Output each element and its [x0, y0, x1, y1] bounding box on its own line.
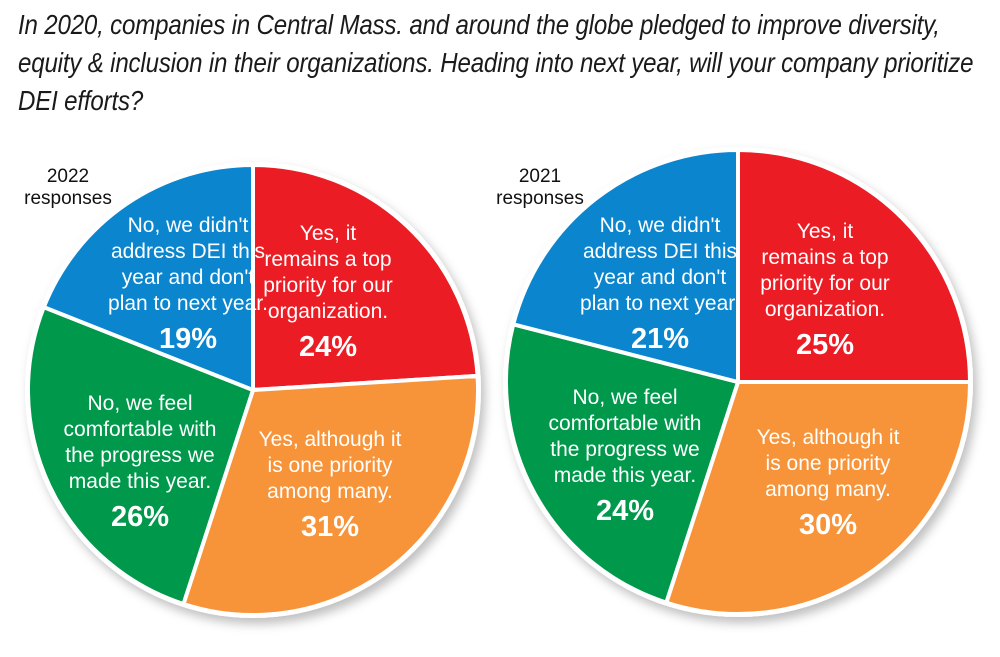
slice-label: No, we feel comfortable with the progress …	[549, 386, 702, 487]
slice-value-label: 30%	[799, 509, 857, 541]
slice-value-label: 24%	[596, 495, 654, 527]
pie-title: 2022 responses	[24, 166, 112, 209]
pie-slice	[736, 148, 972, 384]
slice-value-label: 26%	[111, 501, 169, 533]
slice-label: Yes, it remains a top priority for our orga…	[263, 222, 393, 323]
slice-label: No, we didn't address DEI this year and do…	[108, 214, 268, 315]
slice-value-label: 19%	[159, 323, 217, 355]
pie-slice	[504, 322, 740, 605]
slice-label: No, we didn't address DEI this year and do…	[580, 214, 740, 315]
pie-slice	[26, 305, 255, 606]
slice-label: Yes, it remains a top priority for our orga…	[760, 220, 890, 321]
pie-title: 2021 responses	[496, 166, 584, 209]
pie-chart-1: Yes, it remains a top priority for our orga…	[496, 147, 973, 617]
slice-value-label: 21%	[631, 323, 689, 355]
slice-value-label: 24%	[299, 331, 357, 363]
slice-label: No, we feel comfortable with the progress …	[64, 392, 217, 493]
pie-slice	[181, 373, 480, 617]
slice-label: Yes, although it is one priority among man…	[757, 426, 900, 501]
chart-title: In 2020, companies in Central Mass. and …	[18, 9, 974, 116]
pie-slice	[511, 148, 740, 384]
pie-slice	[664, 380, 972, 616]
slice-label: Yes, although it is one priority among man…	[259, 428, 402, 503]
pie-slice	[41, 163, 255, 392]
pie-chart-0: Yes, it remains a top priority for our orga…	[24, 162, 481, 618]
pie-slice	[251, 163, 480, 392]
slice-value-label: 25%	[796, 329, 854, 361]
slice-value-label: 31%	[301, 511, 359, 543]
